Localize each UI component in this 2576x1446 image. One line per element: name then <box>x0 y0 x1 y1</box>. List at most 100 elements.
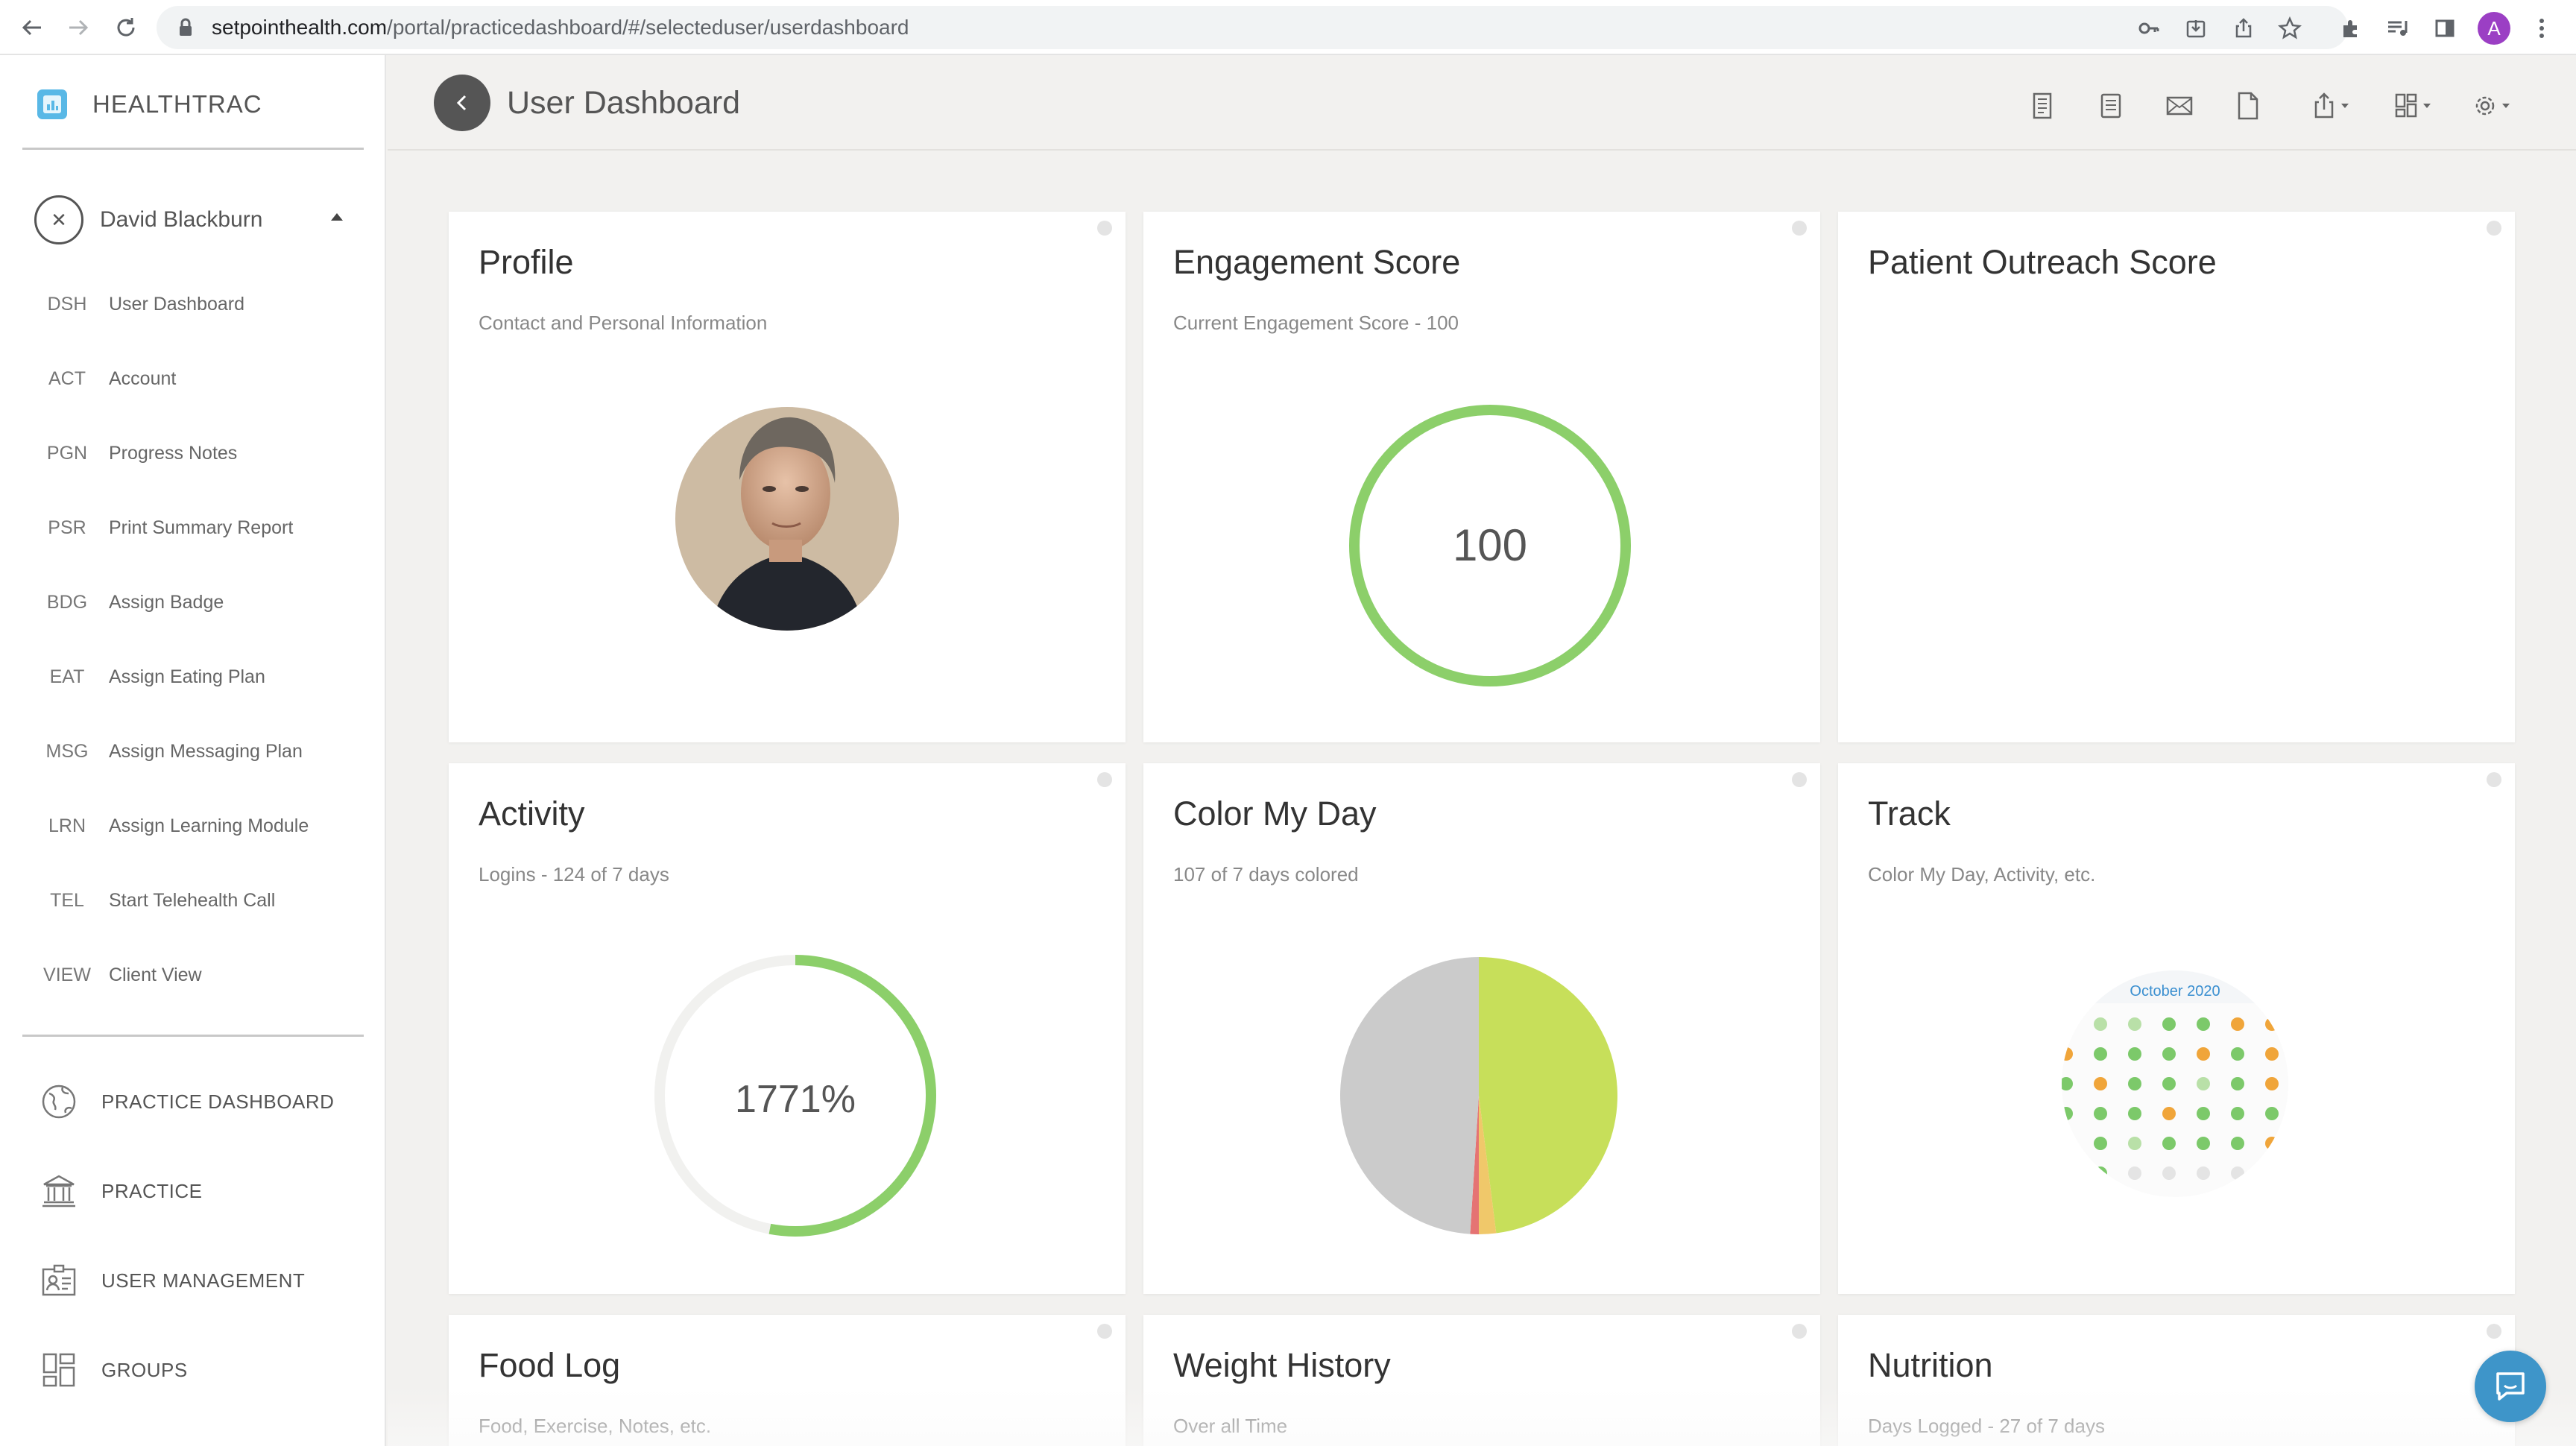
menu-label: Print Summary Report <box>109 517 294 538</box>
install-icon[interactable] <box>2179 12 2212 45</box>
calendar-day-dot <box>2128 1166 2141 1180</box>
menu-item-assign-learning-module[interactable]: LRN Assign Learning Module <box>34 811 309 841</box>
track-card[interactable]: Track Color My Day, Activity, etc. Octob… <box>1838 763 2515 1294</box>
sidebar: HEALTHTRAC ✕ David Blackburn DSH User Da… <box>0 55 386 1446</box>
engagement-score-card[interactable]: Engagement Score Current Engagement Scor… <box>1143 212 1820 742</box>
mail-icon[interactable] <box>2162 88 2197 124</box>
close-icon[interactable]: ✕ <box>34 195 83 244</box>
nutrition-card[interactable]: Nutrition Days Logged - 27 of 7 days <box>1838 1315 2515 1446</box>
side-panel-icon[interactable] <box>2428 12 2461 45</box>
menu-item-assign-eating-plan[interactable]: EAT Assign Eating Plan <box>34 662 265 692</box>
export-icon[interactable] <box>2308 88 2360 124</box>
activity-ring-progress <box>768 955 936 1237</box>
calendar-day-dot <box>2094 1047 2107 1061</box>
calendar-day-dot <box>2162 1137 2176 1150</box>
address-bar[interactable]: setpointhealth.com/portal/practicedashbo… <box>157 6 2348 49</box>
notes-icon[interactable] <box>2093 88 2129 124</box>
menu-item-assign-badge[interactable]: BDG Assign Badge <box>34 587 224 617</box>
settings-icon[interactable] <box>2469 88 2521 124</box>
pie-slice-red[interactable] <box>1470 1096 1479 1234</box>
share-icon[interactable] <box>2227 12 2260 45</box>
nav-user-management[interactable]: USER MANAGEMENT <box>39 1258 305 1303</box>
card-title: Engagement Score <box>1173 243 1461 281</box>
menu-label: Progress Notes <box>109 442 238 464</box>
menu-item-progress-notes[interactable]: PGN Progress Notes <box>34 438 237 468</box>
page-title: User Dashboard <box>507 85 741 121</box>
calendar-day-dot <box>2128 1047 2141 1061</box>
card-handle-icon[interactable] <box>2487 772 2501 787</box>
menu-item-print-summary-report[interactable]: PSR Print Summary Report <box>34 513 293 543</box>
chevron-left-icon <box>456 95 467 111</box>
card-handle-icon[interactable] <box>2487 1324 2501 1339</box>
chat-button[interactable] <box>2475 1351 2546 1422</box>
forward-arrow-icon[interactable] <box>61 10 95 45</box>
nav-practice-dashboard[interactable]: PRACTICE DASHBOARD <box>39 1079 334 1124</box>
food-log-card[interactable]: Food Log Food, Exercise, Notes, etc. <box>449 1315 1126 1446</box>
menu-label: Assign Eating Plan <box>109 666 265 687</box>
patient-outreach-card[interactable]: Patient Outreach Score <box>1838 212 2515 742</box>
reload-icon[interactable] <box>109 10 143 45</box>
extensions-icon[interactable] <box>2334 12 2367 45</box>
engagement-ring <box>1349 405 1631 686</box>
color-my-day-chart <box>1143 912 1820 1294</box>
menu-code: MSG <box>45 740 89 762</box>
menu-item-client-view[interactable]: VIEW Client View <box>34 960 202 990</box>
key-icon[interactable] <box>2132 12 2165 45</box>
profile-card[interactable]: Profile Contact and Personal Information <box>449 212 1126 742</box>
card-title: Profile <box>479 243 574 281</box>
lock-icon[interactable] <box>174 16 197 39</box>
calendar-day-dot <box>2231 1137 2244 1150</box>
brand-name: HEALTHTRAC <box>92 90 262 118</box>
menu-icon[interactable] <box>2525 12 2558 45</box>
calendar-day-dot <box>2197 1017 2210 1031</box>
nav-groups[interactable]: GROUPS <box>39 1348 188 1392</box>
calendar-day-dot <box>2231 1017 2244 1031</box>
reading-list-icon[interactable] <box>2381 12 2414 45</box>
calendar-day-dot <box>2231 1166 2244 1180</box>
back-button[interactable] <box>434 75 490 131</box>
calendar-day-dot <box>2197 1047 2210 1061</box>
menu-item-user-dashboard[interactable]: DSH User Dashboard <box>34 289 244 319</box>
back-arrow-icon[interactable] <box>15 10 49 45</box>
calendar-day-dot <box>2128 1077 2141 1090</box>
document-icon[interactable] <box>2230 88 2266 124</box>
profile-photo-area <box>449 361 1126 742</box>
calendar-day-dot <box>2162 1107 2176 1120</box>
report-icon[interactable] <box>2024 88 2060 124</box>
menu-item-assign-messaging-plan[interactable]: MSG Assign Messaging Plan <box>34 736 303 766</box>
nav-label: PRACTICE DASHBOARD <box>101 1090 335 1113</box>
layout-icon[interactable] <box>2390 88 2442 124</box>
globe-icon <box>39 1082 79 1122</box>
calendar-day-dot <box>2094 1137 2107 1150</box>
card-handle-icon[interactable] <box>1792 221 1807 236</box>
card-subtitle: Days Logged - 27 of 7 days <box>1868 1415 2105 1437</box>
card-handle-icon[interactable] <box>1097 221 1112 236</box>
menu-item-account[interactable]: ACT Account <box>34 364 176 394</box>
menu-item-start-telehealth-call[interactable]: TEL Start Telehealth Call <box>34 885 275 915</box>
weight-history-card[interactable]: Weight History Over all Time <box>1143 1315 1820 1446</box>
card-handle-icon[interactable] <box>1097 1324 1112 1339</box>
activity-card[interactable]: Activity Logins - 124 of 7 days 1771% <box>449 763 1126 1294</box>
nav-practice[interactable]: PRACTICE <box>39 1169 202 1213</box>
profile-avatar[interactable]: A <box>2478 12 2510 45</box>
card-handle-icon[interactable] <box>1792 772 1807 787</box>
star-icon[interactable] <box>2273 12 2306 45</box>
card-handle-icon[interactable] <box>2487 221 2501 236</box>
browser-toolbar: setpointhealth.com/portal/practicedashbo… <box>0 0 2576 55</box>
pie-slice-yellow[interactable] <box>1479 1096 1497 1234</box>
pie-slice-not-colored[interactable] <box>1339 957 1479 1234</box>
selected-user[interactable]: ✕ David Blackburn <box>34 194 355 246</box>
card-handle-icon[interactable] <box>1792 1324 1807 1339</box>
color-my-day-card[interactable]: Color My Day 107 of 7 days colored <box>1143 763 1820 1294</box>
menu-label: User Dashboard <box>109 293 245 315</box>
calendar-day-dot <box>2231 1077 2244 1090</box>
pie-slice-green[interactable] <box>1479 957 1618 1234</box>
brand[interactable]: HEALTHTRAC <box>37 89 262 119</box>
caret-up-icon[interactable] <box>331 213 343 221</box>
card-handle-icon[interactable] <box>1097 772 1112 787</box>
menu-code: PGN <box>46 442 88 464</box>
card-title: Weight History <box>1173 1346 1391 1384</box>
card-subtitle: Logins - 124 of 7 days <box>479 863 669 885</box>
calendar-day-dot <box>2062 1107 2073 1120</box>
calendar-day-dot <box>2062 1166 2073 1180</box>
